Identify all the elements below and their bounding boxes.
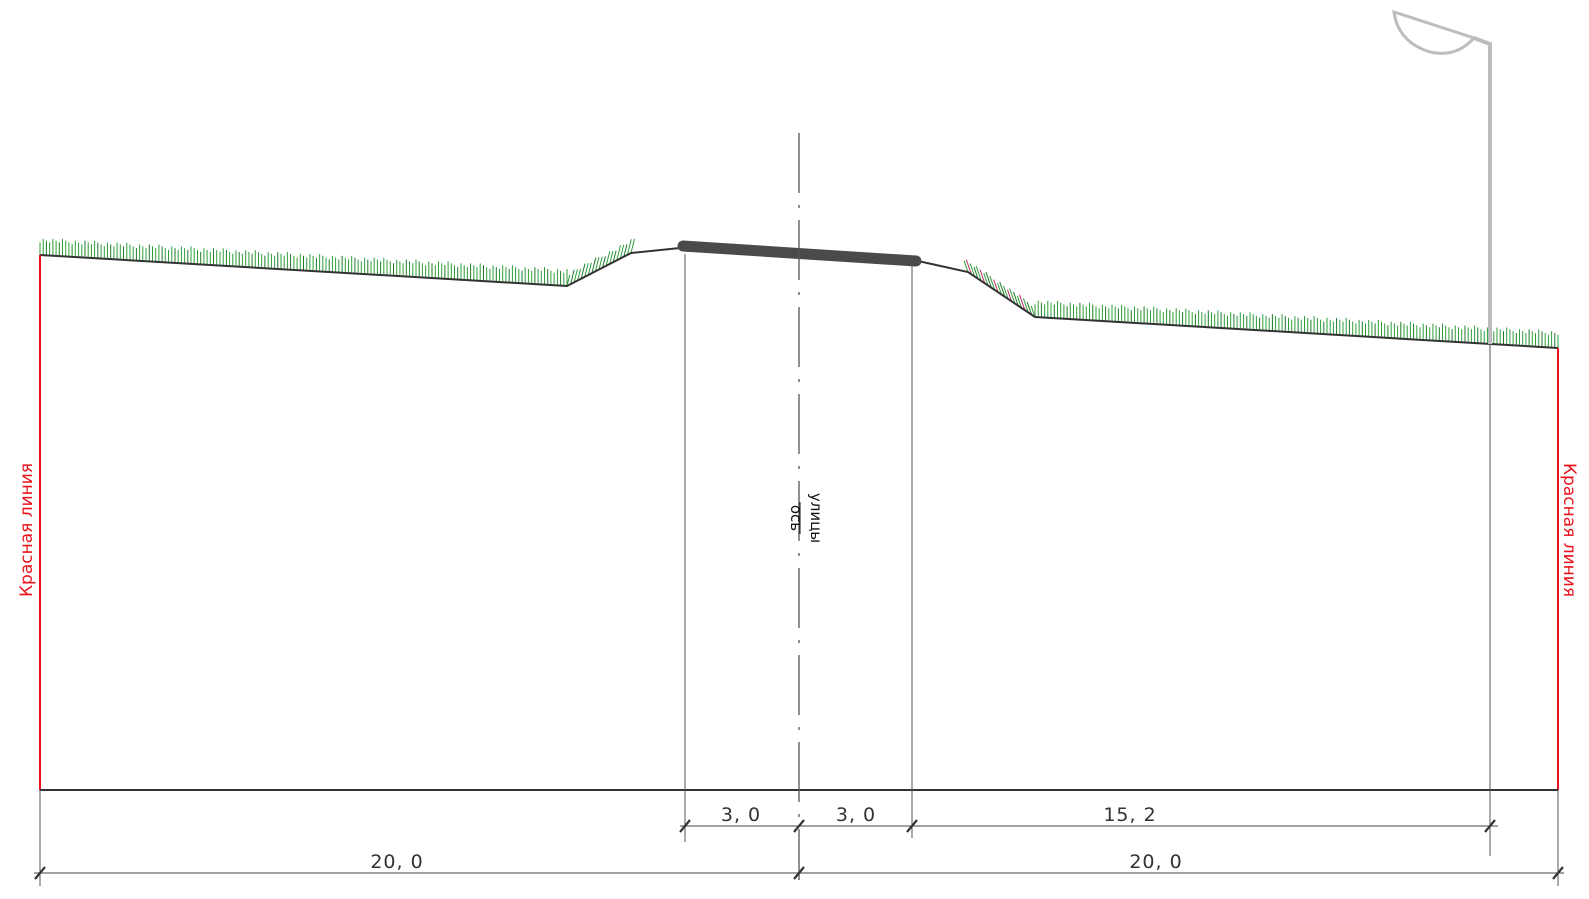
- grass-stroke: [965, 259, 972, 275]
- grass-stroke: [993, 279, 999, 293]
- dimension-label-right-verge: 15, 2: [1103, 804, 1156, 826]
- grass-stroke: [591, 257, 597, 274]
- grass-stroke: [1022, 298, 1029, 313]
- grass-left-ditch-slope: [566, 238, 635, 287]
- grass-stroke: [626, 239, 632, 255]
- grass-right-ditch-slope: [963, 259, 1036, 318]
- grass-stroke: [580, 263, 586, 279]
- grass-stroke: [1016, 295, 1023, 309]
- grass-stroke: [1026, 301, 1033, 315]
- grass-stroke: [983, 273, 989, 286]
- dimension-label-left-half: 20, 0: [370, 851, 423, 873]
- grass-stroke: [616, 245, 621, 261]
- grass-stroke: [609, 250, 614, 265]
- grass-left-slope: [39, 238, 568, 286]
- grass-stroke: [619, 244, 625, 259]
- grass-stroke: [1030, 305, 1036, 318]
- grass-stroke: [975, 265, 982, 282]
- grass-stroke: [577, 268, 582, 281]
- grass-stroke: [973, 266, 979, 279]
- grass-stroke: [985, 272, 992, 288]
- grass-stroke: [969, 263, 976, 277]
- street-axis-label-top: ось: [787, 505, 805, 531]
- grass-stroke: [1007, 289, 1012, 302]
- grass-stroke: [1013, 291, 1019, 306]
- grass-stroke: [570, 269, 575, 285]
- grass-stroke: [594, 257, 600, 272]
- grass-stroke: [598, 256, 603, 270]
- dimension-label-right-lane: 3, 0: [836, 804, 876, 826]
- grass-stroke: [1003, 285, 1009, 300]
- dimension-ticks: [34, 819, 1564, 880]
- grass-stroke: [566, 274, 571, 287]
- grass-stroke: [623, 244, 628, 257]
- street-lamp-icon: [1392, 9, 1492, 344]
- red-line-label-left: Красная линия: [17, 463, 37, 597]
- grass-stroke: [989, 275, 996, 291]
- grass-stroke: [584, 263, 589, 277]
- grass-stroke: [999, 282, 1006, 297]
- grass-stroke: [997, 283, 1002, 295]
- street-axis-label-bottom: улицы: [807, 493, 825, 543]
- grass-stroke: [630, 238, 635, 254]
- grass-stroke: [587, 262, 592, 276]
- grass-stroke: [963, 260, 969, 273]
- grass-stroke: [602, 256, 606, 268]
- ground-profile: [39, 247, 681, 288]
- ground-profile-right: [917, 260, 1559, 349]
- dimension-label-right-half: 20, 0: [1129, 851, 1182, 873]
- grass-stroke: [573, 269, 578, 283]
- grass-right-slope: [1034, 300, 1559, 348]
- grass-stroke: [1009, 288, 1016, 304]
- red-line-label-right: Красная линия: [1559, 463, 1579, 597]
- grass-stroke: [1019, 294, 1026, 311]
- grass-stroke: [979, 269, 986, 284]
- grass-stroke: [612, 250, 617, 263]
- grass-stroke: [605, 251, 611, 266]
- dimension-label-left-lane: 3, 0: [721, 804, 761, 826]
